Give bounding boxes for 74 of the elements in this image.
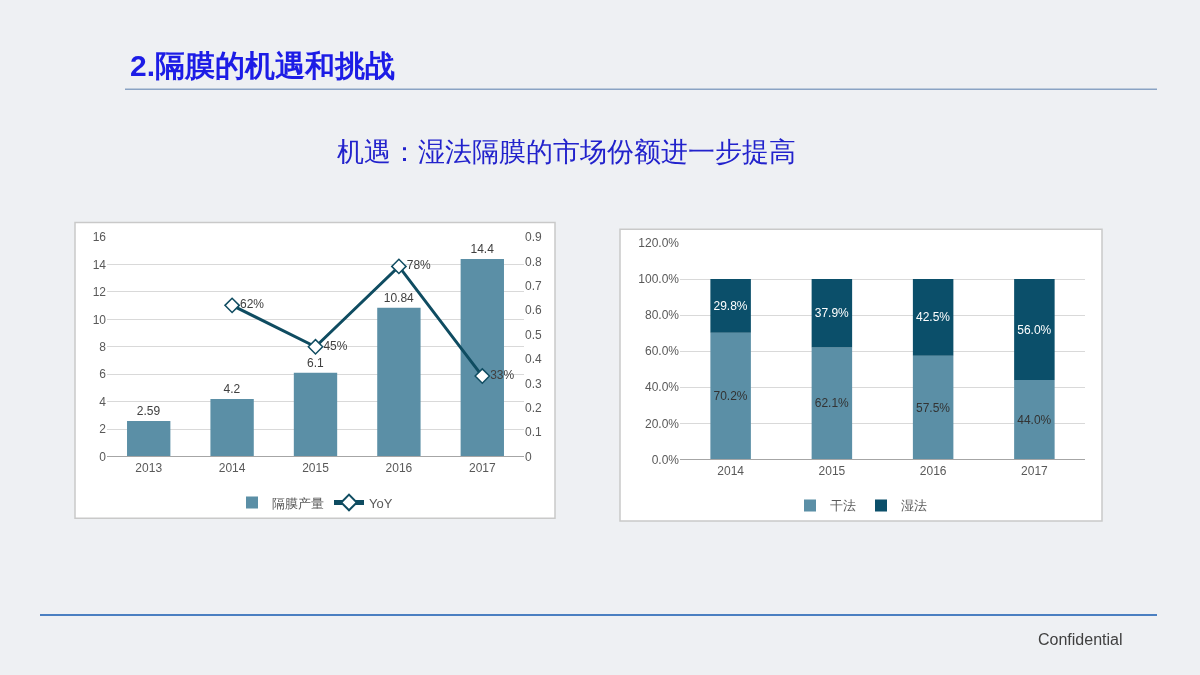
y-tick-label: 10 xyxy=(92,312,107,327)
bar xyxy=(293,372,338,457)
bar xyxy=(710,332,751,460)
data-label: 6.1 xyxy=(307,355,324,370)
y2-tick-label: 0.3 xyxy=(525,376,543,391)
point xyxy=(391,258,407,275)
y-tick-label: 2 xyxy=(99,422,107,437)
data-label: 70.2% xyxy=(713,389,748,404)
bar xyxy=(1014,380,1055,460)
bar xyxy=(912,355,954,460)
data-label: 57.5% xyxy=(915,400,951,415)
x-tick-label: 2016 xyxy=(385,460,413,475)
y-tick-label: 0.0% xyxy=(651,452,680,467)
bar xyxy=(912,279,954,356)
bar xyxy=(1014,279,1055,381)
y2-tick-label: 0 xyxy=(525,449,532,464)
y2-tick-label: 0.5 xyxy=(525,327,543,342)
y-tick-label: 8 xyxy=(99,340,107,355)
data-label: 62% xyxy=(239,297,265,312)
legend-label: YoY xyxy=(369,495,393,511)
data-label: 62.1% xyxy=(814,396,850,411)
y-tick-label: 80.0% xyxy=(644,308,680,323)
legend-label: 隔膜产量 xyxy=(272,495,324,511)
data-label: 37.9% xyxy=(814,306,850,321)
legend-label: 湿法 xyxy=(901,498,927,514)
data-label: 14.4 xyxy=(470,242,495,257)
x-tick-label: 2017 xyxy=(1021,463,1049,478)
bar xyxy=(377,307,421,457)
y2-tick-label: 0.8 xyxy=(525,254,543,269)
data-label: 56.0% xyxy=(1017,322,1052,337)
data-label: 42.5% xyxy=(915,310,951,325)
data-label: 78% xyxy=(406,258,432,273)
y-tick-label: 40.0% xyxy=(644,380,680,395)
y-tick-label: 120.0% xyxy=(638,236,680,251)
x-tick-label: 2016 xyxy=(919,463,947,478)
data-label: 29.8% xyxy=(713,298,748,313)
bar xyxy=(710,279,751,333)
y2-tick-label: 0.2 xyxy=(525,400,543,415)
legend-label: 干法 xyxy=(830,498,856,514)
bar xyxy=(210,398,254,457)
text: Confidential xyxy=(1038,631,1123,648)
bar xyxy=(811,347,853,460)
x-tick-label: 2014 xyxy=(717,463,745,478)
point xyxy=(474,368,491,384)
y2-tick-label: 0.4 xyxy=(525,352,543,367)
y-tick-label: 100.0% xyxy=(638,272,680,287)
data-label: 10.84 xyxy=(383,290,415,305)
y-tick-label: 14 xyxy=(92,257,107,272)
point xyxy=(307,338,324,355)
x-tick-label: 2015 xyxy=(818,463,846,478)
point xyxy=(224,297,240,314)
y-tick-label: 6 xyxy=(99,367,107,382)
y2-tick-label: 0.6 xyxy=(525,303,543,318)
data-label: 2.59 xyxy=(136,403,161,418)
bar xyxy=(127,420,171,457)
y2-tick-label: 0.9 xyxy=(525,230,543,245)
x-tick-label: 2015 xyxy=(302,460,330,475)
chart-title: 2.隔膜的机遇和挑战 xyxy=(130,49,396,82)
y-tick-label: 12 xyxy=(92,285,107,300)
y-tick-label: 60.0% xyxy=(644,344,680,359)
y-tick-label: 20.0% xyxy=(644,416,680,431)
data-label: 45% xyxy=(323,338,348,353)
data-label: 44.0% xyxy=(1017,412,1052,427)
x-tick-label: 2014 xyxy=(218,460,246,475)
y2-tick-label: 0.7 xyxy=(525,279,543,294)
y2-tick-label: 0.1 xyxy=(525,425,543,440)
y-tick-label: 4 xyxy=(99,394,107,409)
chart-subtitle: 机遇：湿法隔膜的市场份额进一步提高 xyxy=(337,137,796,167)
x-tick-label: 2017 xyxy=(468,460,496,475)
y-tick-label: 16 xyxy=(92,230,107,245)
data-label: 4.2 xyxy=(223,381,241,396)
x-tick-label: 2013 xyxy=(135,460,163,475)
y-tick-label: 0 xyxy=(99,449,107,464)
bar xyxy=(811,279,853,348)
